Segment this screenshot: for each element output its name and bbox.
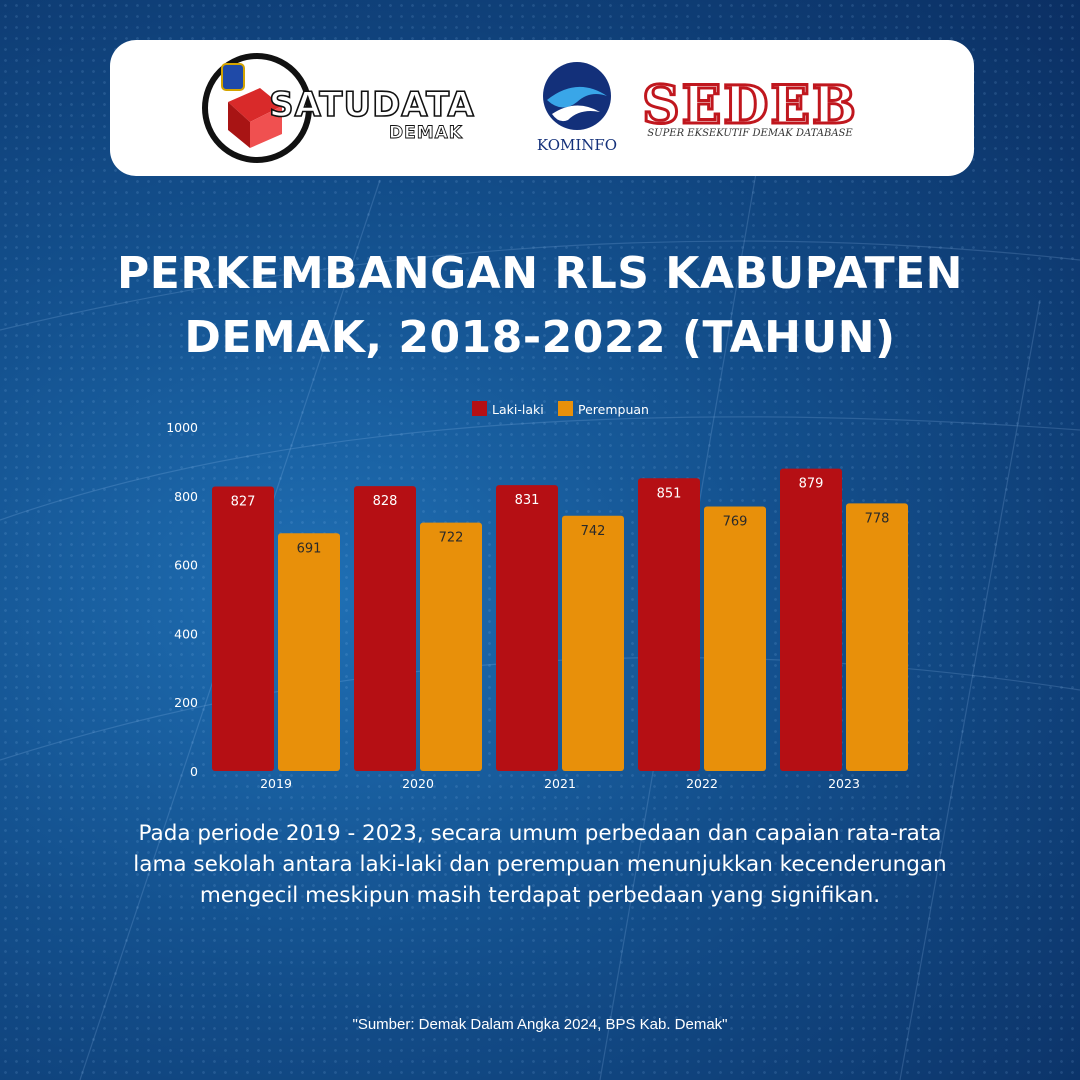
x-tick-label: 2022: [686, 776, 718, 791]
header-logos: SATUDATA DEMAK KOMINFO SEDEB SUPER EKSEK…: [202, 53, 858, 163]
bar: [704, 506, 766, 771]
bar: [562, 515, 624, 771]
kominfo-logo: KOMINFO: [537, 62, 617, 154]
sedeb-logo: SEDEB SUPER EKSEKUTIF DEMAK DATABASE: [641, 74, 858, 140]
bar: [780, 468, 842, 771]
data-label: 831: [515, 493, 540, 508]
data-label: 879: [799, 477, 824, 492]
x-tick-label: 2019: [260, 776, 292, 791]
y-tick-label: 0: [190, 764, 198, 779]
data-label: 769: [723, 514, 748, 529]
data-label: 851: [657, 486, 682, 501]
legend-swatch: [558, 401, 573, 416]
demak-seal-icon: [221, 63, 245, 91]
legend-swatch: [472, 401, 487, 416]
chart-description: Pada periode 2019 - 2023, secara umum pe…: [133, 821, 947, 908]
x-tick-label: 2020: [402, 776, 434, 791]
data-label: 742: [581, 524, 606, 539]
y-tick-label: 200: [174, 695, 198, 710]
source-citation: "Sumber: Demak Dalam Angka 2024, BPS Kab…: [352, 1016, 728, 1033]
y-tick-label: 400: [174, 626, 198, 641]
demak-logo-text: DEMAK: [389, 123, 463, 143]
x-tick-label: 2021: [544, 776, 576, 791]
data-label: 722: [439, 531, 464, 546]
sedeb-tagline: SUPER EKSEKUTIF DEMAK DATABASE: [647, 128, 853, 139]
y-tick-label: 800: [174, 489, 198, 504]
title-line-1: PERKEMBANGAN RLS KABUPATEN: [117, 248, 963, 299]
sedeb-logo-text: SEDEB: [642, 75, 858, 136]
bar: [354, 486, 416, 771]
bar: [638, 478, 700, 771]
x-tick-label: 2023: [828, 776, 860, 791]
y-tick-label: 1000: [166, 420, 198, 435]
bar: [212, 486, 274, 771]
legend-label: Laki-laki: [492, 402, 544, 417]
bar: [420, 522, 482, 771]
data-label: 827: [231, 495, 256, 510]
satudata-demak-logo: SATUDATA DEMAK: [202, 53, 475, 163]
page-title: PERKEMBANGAN RLS KABUPATEN DEMAK, 2018-2…: [60, 242, 1020, 370]
satudata-logo-text: SATUDATA: [269, 85, 475, 125]
title-line-2: DEMAK, 2018-2022 (TAHUN): [184, 312, 896, 363]
data-label: 828: [373, 494, 398, 509]
kominfo-logo-text: KOMINFO: [537, 136, 617, 154]
bar: [846, 503, 908, 771]
legend-label: Perempuan: [578, 402, 649, 417]
data-label: 691: [297, 541, 322, 556]
bar: [278, 533, 340, 771]
y-tick-label: 600: [174, 558, 198, 573]
header-logo-card: SATUDATA DEMAK KOMINFO SEDEB SUPER EKSEK…: [110, 40, 974, 176]
bar: [496, 485, 558, 771]
data-label: 778: [865, 511, 890, 526]
